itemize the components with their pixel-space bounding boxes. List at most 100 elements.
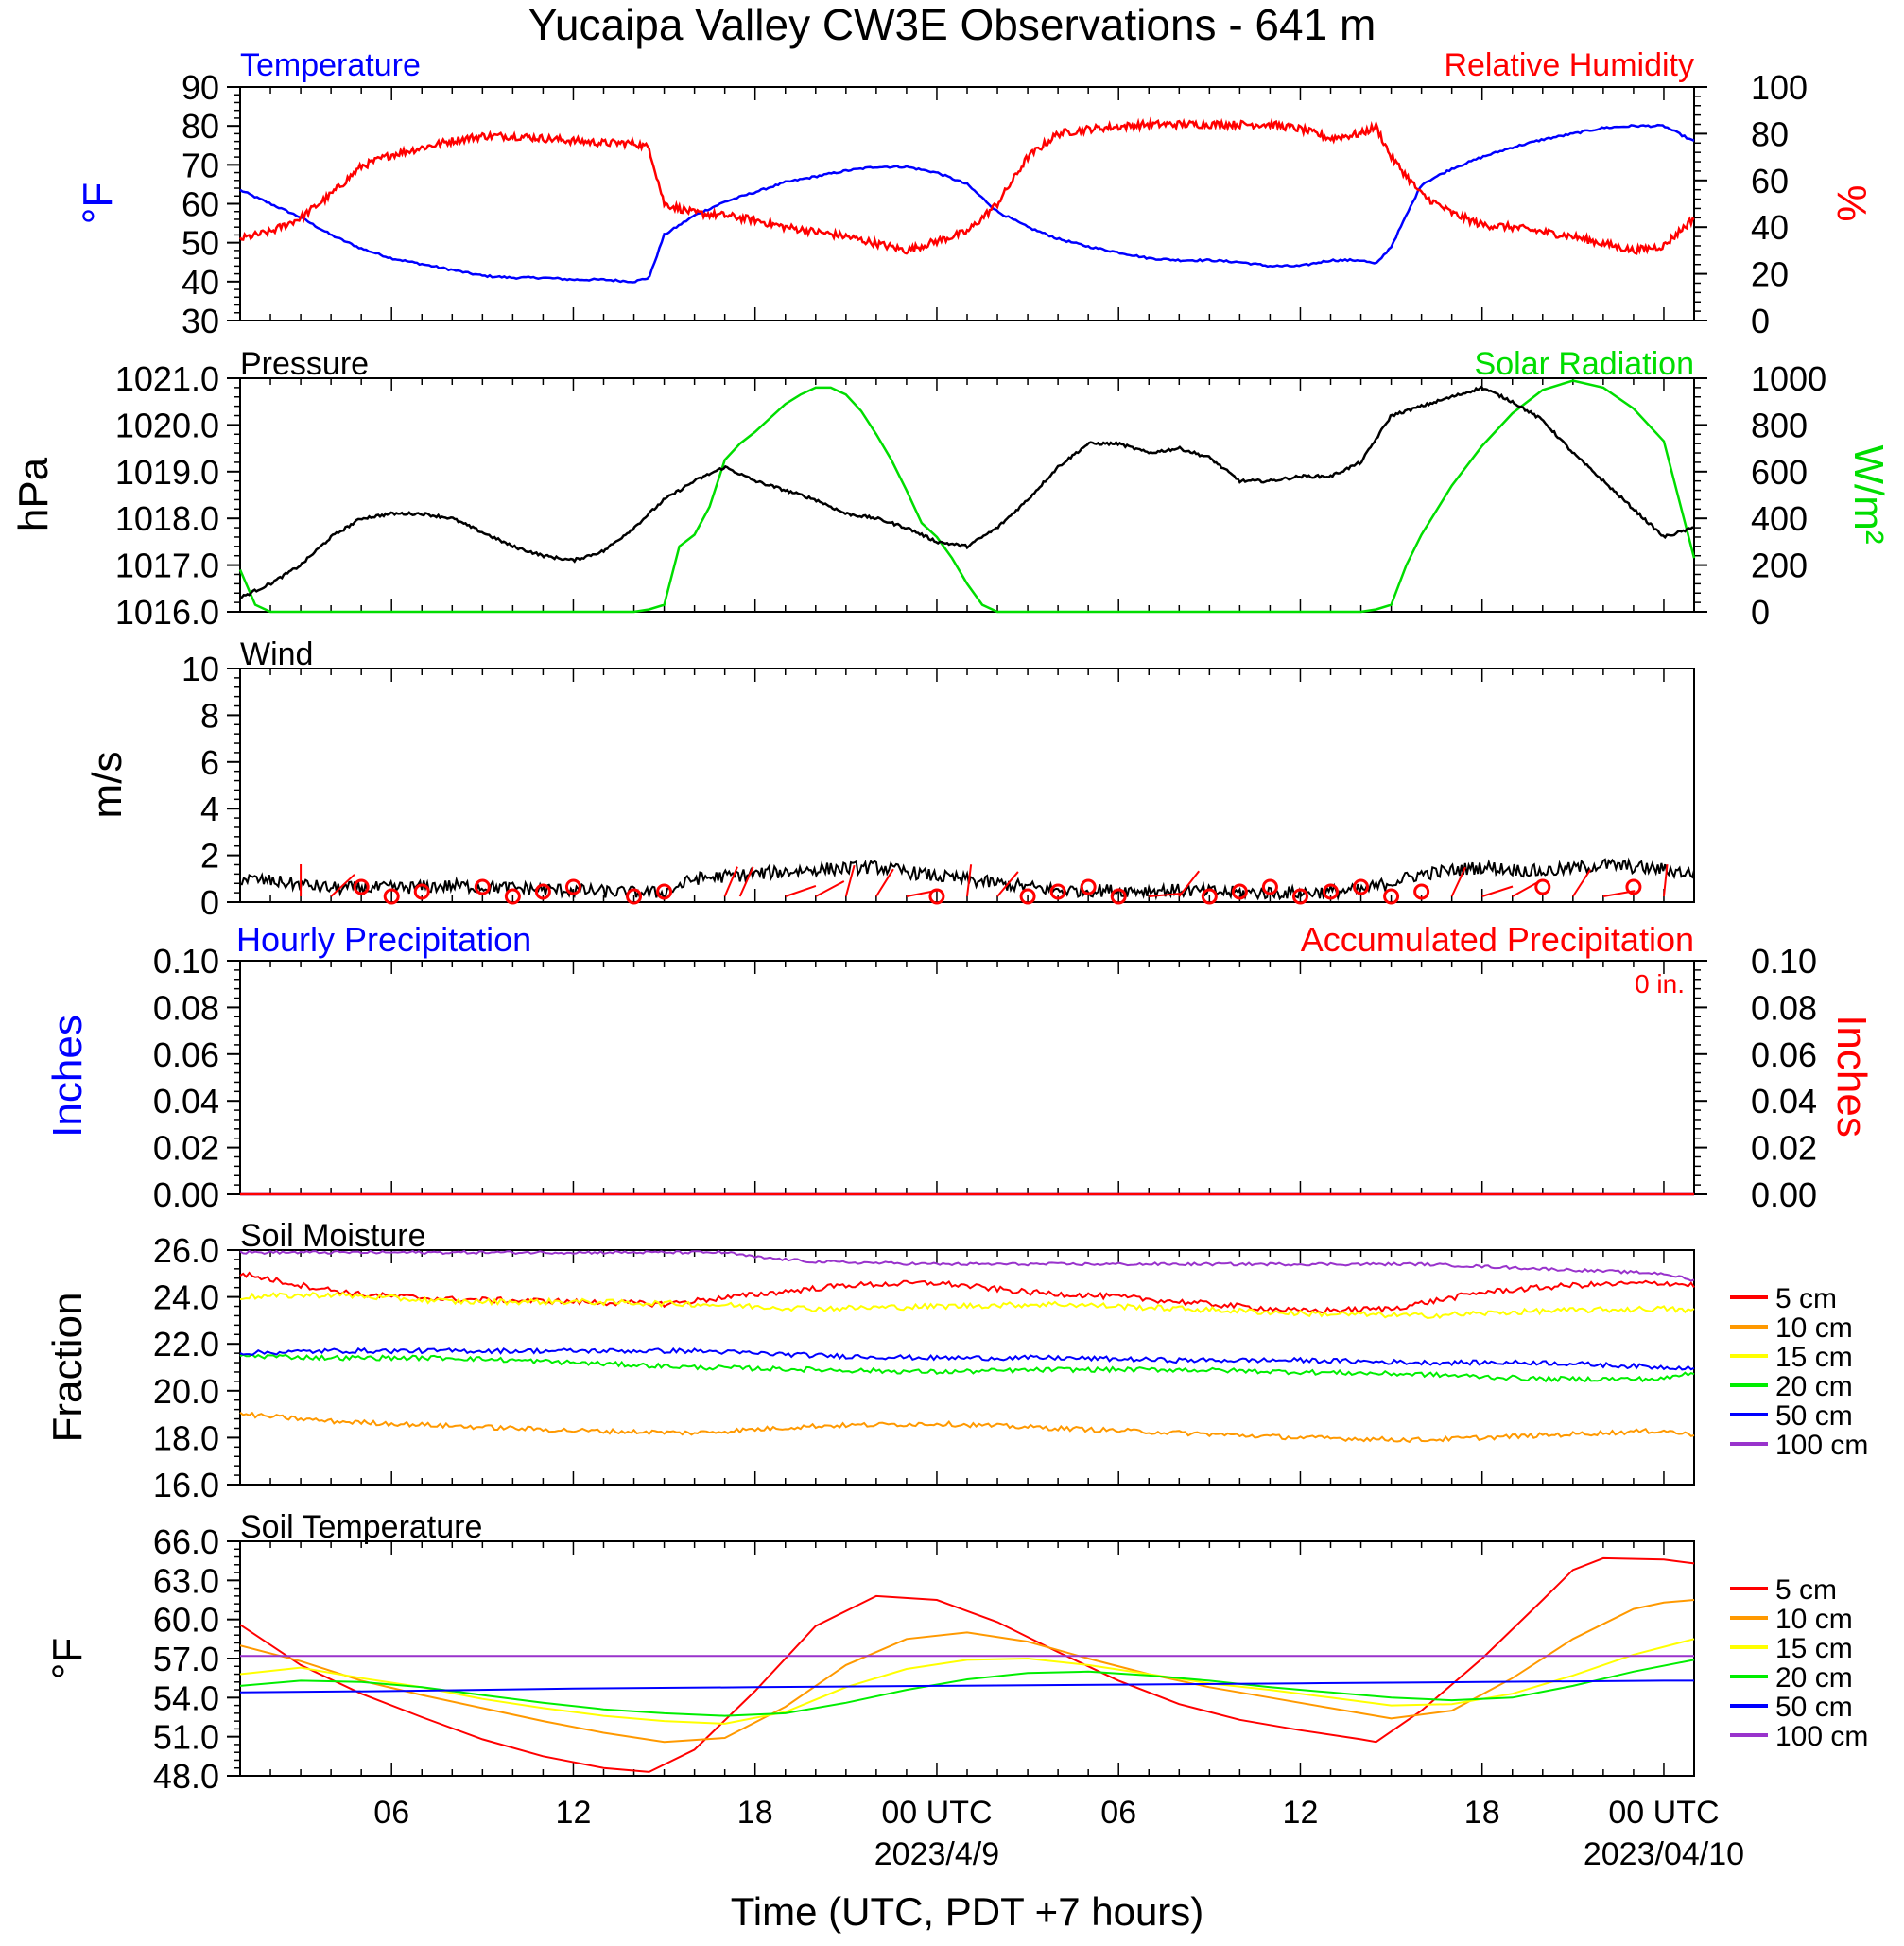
soil-moisture-title: Soil Moisture [240,1218,426,1254]
panel-series [239,116,1695,284]
legend-label: 5 cm [1775,1574,1837,1606]
wind-barb-calm [1291,888,1308,905]
wind-speed-line [239,857,1695,902]
wind-title: Wind [240,636,313,672]
y-right-tick-label: 400 [1751,499,1808,538]
y-tick-label: 20.0 [153,1372,219,1411]
soil-moisture-axis-unit: Fraction [44,1293,91,1443]
y-tick-label: 24.0 [153,1278,219,1317]
wind-barb [1571,868,1592,897]
y-right-tick-label: 0 [1751,593,1770,632]
wind-barb-calm [1231,883,1248,900]
wind-barb-calm [1110,888,1127,905]
y-tick-label: 0.06 [153,1035,219,1074]
y-tick-label: 0.00 [153,1175,219,1214]
legend-label: 10 cm [1775,1312,1853,1344]
panel-series [239,1556,1695,1773]
y-right-tick-label: 80 [1751,114,1789,153]
wind-barb-calm [534,883,551,900]
y-tick-label: 0 [200,883,219,922]
wind-barb-calm [928,888,945,905]
pressure-axis-unit: hPa [10,457,57,531]
y-tick-label: 0.10 [153,942,219,981]
wind-barb [996,871,1019,897]
y-tick-label: 48.0 [153,1757,219,1796]
y-tick-label: 66.0 [153,1522,219,1561]
x-tick-label: 06 [373,1795,409,1831]
x-tick-label: 06 [1100,1795,1136,1831]
depth-line-4 [239,1659,1695,1717]
wind-barb-calm [1019,888,1036,905]
wind-barb-calm [1353,878,1370,895]
solar-title: Solar Radiation [1475,346,1694,382]
wind-barb [738,866,754,897]
humidity-line [239,116,1695,255]
y-tick-label: 54.0 [153,1678,219,1717]
x-tick-label: 00 UTC [1608,1795,1719,1831]
y-right-tick-label: 600 [1751,453,1808,492]
wind-barb-calm [1323,883,1339,900]
wind-barb-calm [1383,888,1400,905]
y-tick-label: 2 [200,837,219,876]
y-right-tick-label: 20 [1751,255,1789,294]
panel-wind: Wind m/s 10 8 6 4 2 0 [84,636,1695,922]
y-tick-label: 22.0 [153,1325,219,1364]
temperature-axis-unit: °F [75,182,121,224]
legend-label: 15 cm [1775,1342,1853,1373]
accumulated-precip-axis-unit: Inches [1828,1015,1875,1138]
y-tick-label: 1016.0 [115,593,219,632]
legend-label: 20 cm [1775,1662,1853,1694]
legend-label: 5 cm [1775,1283,1837,1314]
panel-series [238,379,1696,614]
y-tick-label: 26.0 [153,1231,219,1270]
legend-label: 20 cm [1775,1371,1853,1402]
y-tick-label: 30 [182,302,219,340]
wind-barb [1662,864,1669,897]
y-right-tick-label: 60 [1751,162,1789,200]
wind-barb [875,868,894,897]
wind-barb-calm [656,883,673,900]
time-axis-label: Time (UTC, PDT +7 hours) [731,1889,1204,1934]
y-right-tick-label: 0.10 [1751,942,1817,981]
panel-series [239,857,1695,905]
wind-barb-calm [1201,888,1218,905]
accumulated-total-label: 0 in. [1635,969,1685,999]
x-tick-label: 18 [737,1795,773,1831]
y-tick-label: 1018.0 [115,499,219,538]
y-tick-label: 60.0 [153,1601,219,1640]
wind-barb-calm [1625,878,1642,895]
y-tick-label: 51.0 [153,1718,219,1757]
wind-barb [815,880,845,897]
wind-barb [330,874,355,897]
depth-line-2 [239,1411,1695,1444]
y-right-tick-label: 800 [1751,406,1808,444]
y-right-tick-label: 40 [1751,208,1789,247]
y-tick-label: 50 [182,224,219,263]
depth-line-5 [239,1347,1695,1371]
wind-barb-calm [1534,878,1551,895]
chart-title: Yucaipa Valley CW3E Observations - 641 m [528,0,1376,49]
x-tick-label: 00 UTC [881,1795,992,1831]
depth-line-1 [239,1271,1695,1314]
panel-temperature-humidity: Temperature Relative Humidity °F % 90807… [75,47,1875,340]
depth-line-3 [239,1291,1695,1320]
panel-ticks: 10 8 6 4 2 0 [182,650,1695,922]
y-right-tick-label: 100 [1751,68,1808,107]
wind-barb-calm [1261,878,1278,895]
pressure-title: Pressure [240,346,369,382]
y-tick-label: 8 [200,696,219,735]
y-right-tick-label: 0.08 [1751,988,1817,1027]
hourly-precip-axis-unit: Inches [44,1015,91,1138]
wind-barb [1450,866,1466,897]
wind-barb-calm [1080,878,1097,895]
wind-barb-calm [564,878,581,895]
y-tick-label: 1019.0 [115,453,219,492]
y-right-tick-label: 1000 [1751,359,1826,398]
panel-precipitation: Hourly Precipitation Accumulated Precipi… [44,920,1875,1214]
solar-radiation-line [238,379,1696,614]
wind-barb-calm [504,888,521,905]
soil-temperature-axis-unit: °F [44,1638,91,1679]
y-right-tick-label: 0.06 [1751,1035,1817,1074]
